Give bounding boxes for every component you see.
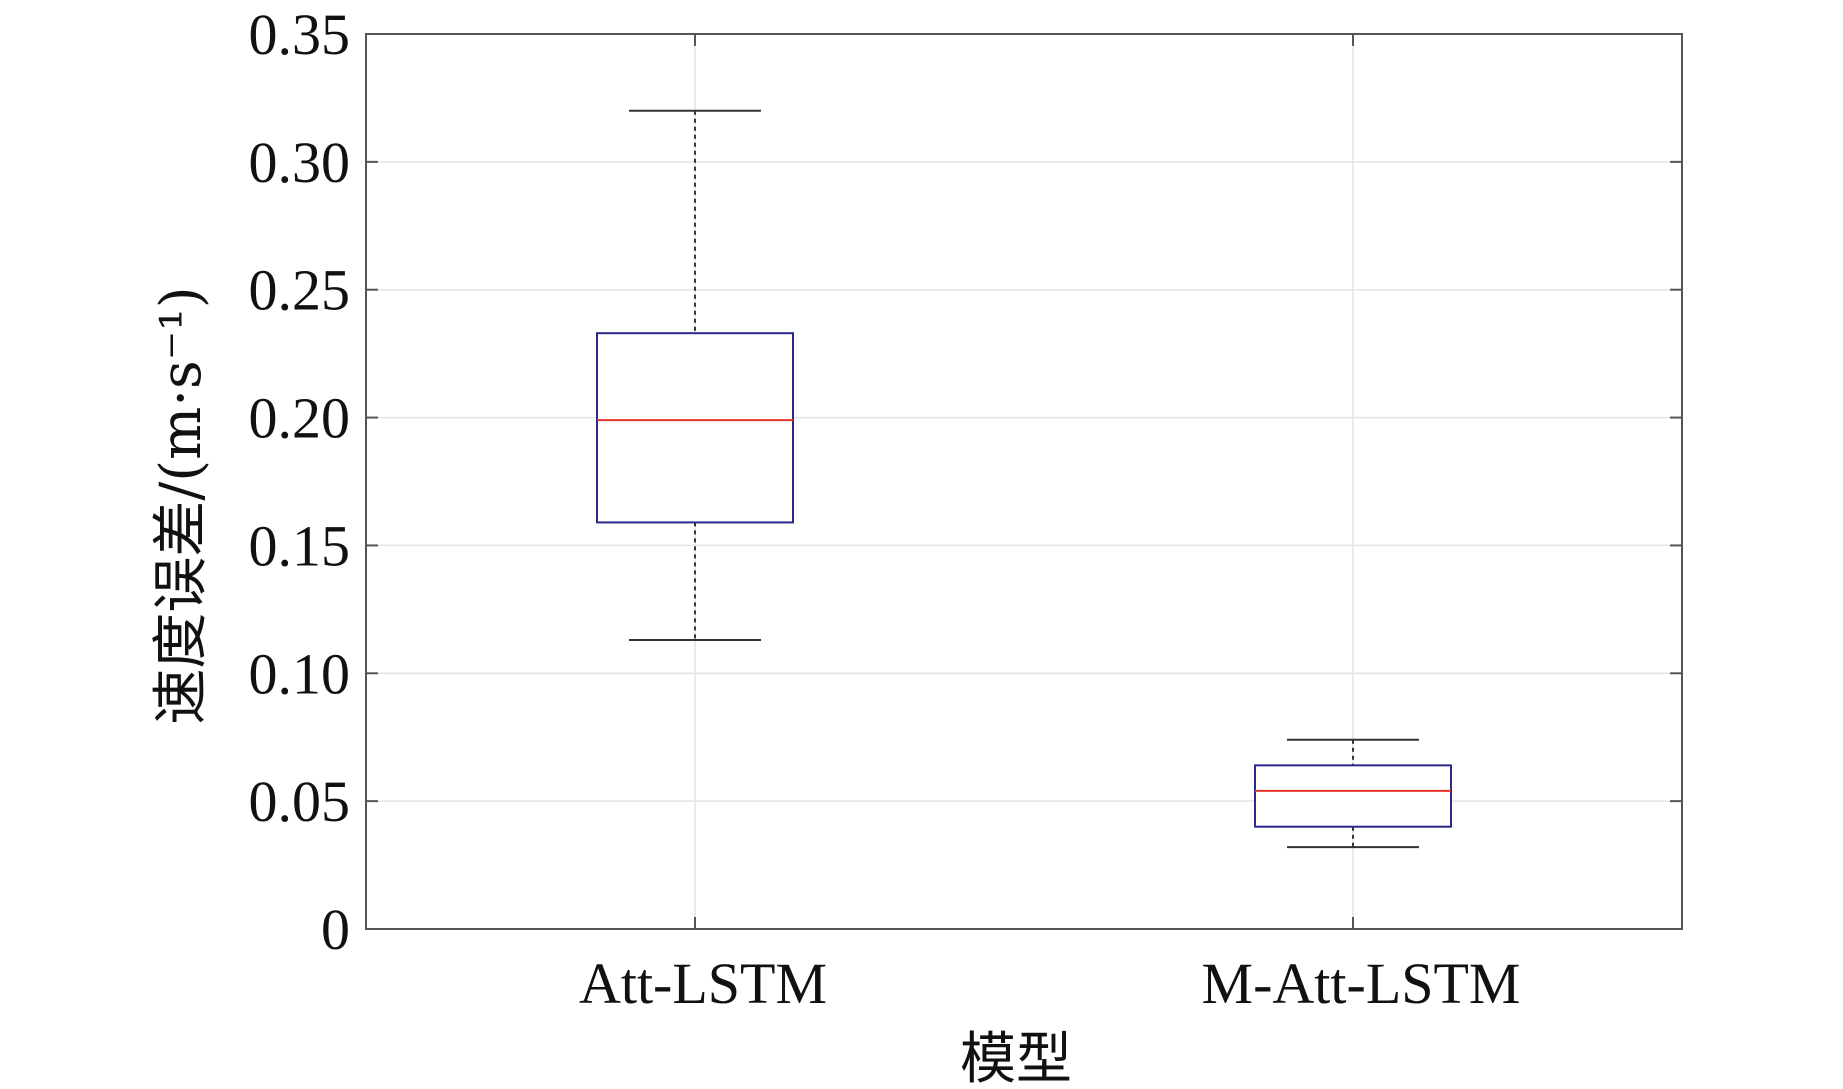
- plot-frame: [365, 33, 1683, 930]
- x-tick-label: Att-LSTM: [579, 951, 827, 1016]
- y-tick-label: 0.35: [249, 2, 351, 67]
- y-tick-label: 0: [321, 897, 350, 962]
- y-tick-label: 0.25: [249, 258, 351, 323]
- x-tick-label: M-Att-LSTM: [1202, 951, 1521, 1016]
- y-tick-label: 0.30: [249, 130, 351, 195]
- y-tick-label: 0.10: [249, 641, 351, 706]
- y-tick-label: 0.15: [249, 513, 351, 578]
- y-tick-label: 0.20: [249, 386, 351, 451]
- y-tick-label: 0.05: [249, 769, 351, 834]
- iqr-box: [596, 332, 794, 524]
- y-axis-title: 速度误差/(m·s⁻¹): [149, 286, 214, 724]
- box-M-Att-LSTM: [1254, 738, 1452, 849]
- iqr-box: [1254, 764, 1452, 828]
- x-axis-title: 模型: [960, 1027, 1072, 1089]
- box-Att-LSTM: [596, 109, 794, 642]
- grid: [366, 34, 1682, 929]
- axis-ticks: 0 0.05 0.10 0.15 0.20 0.25 0.30 0.35 Att-LSTM M-A…: [249, 2, 1682, 1016]
- boxes: [596, 109, 1452, 849]
